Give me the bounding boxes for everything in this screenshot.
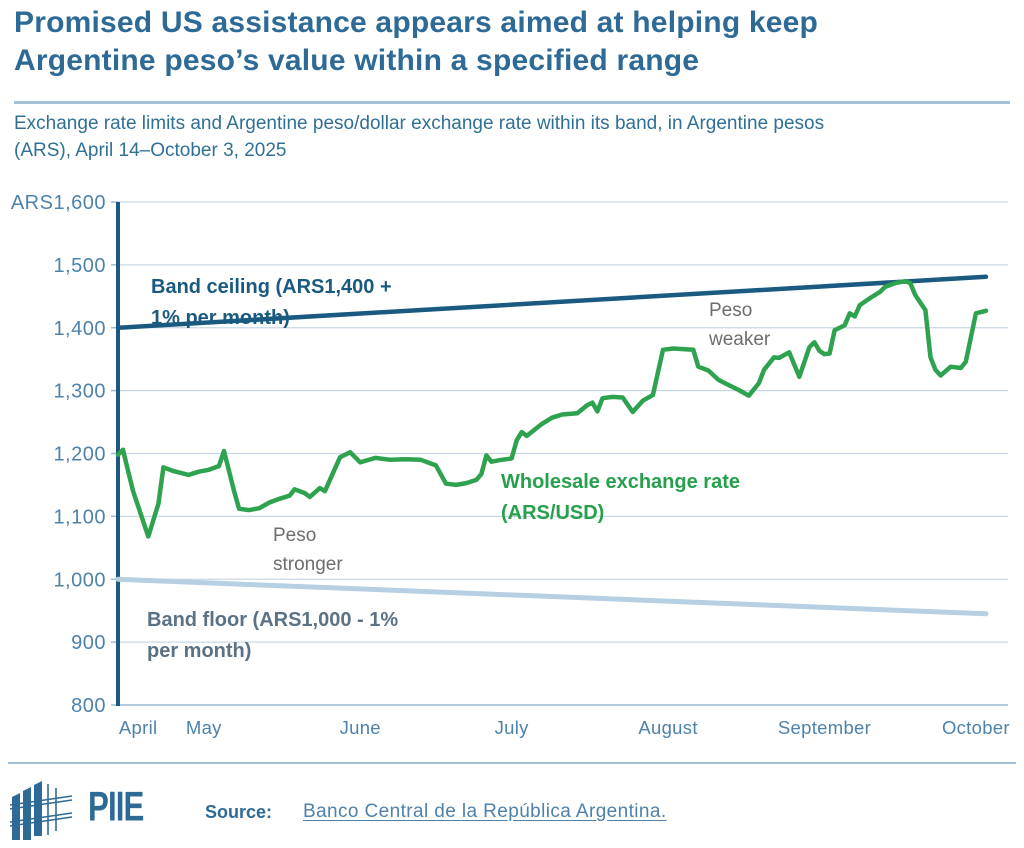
footer: PIIE Source: Banco Central de la Repúbli… <box>0 764 1024 848</box>
x-month-label: May <box>186 717 222 738</box>
title-divider <box>14 101 1010 104</box>
piie-logo-text: PIIE <box>88 784 144 831</box>
y-tick-label: 900 <box>71 632 106 654</box>
y-tick-label: 1,000 <box>53 569 106 591</box>
x-month-label: April <box>119 717 158 738</box>
x-month-label: July <box>495 717 530 738</box>
y-tick-label: 1,200 <box>53 444 106 466</box>
piie-building-icon <box>9 780 76 840</box>
chart-subtitle: Exchange rate limits and Argentine peso/… <box>14 113 825 161</box>
y-tick-label: 1,400 <box>53 318 106 340</box>
series-wholesale-rate <box>115 278 989 539</box>
x-month-label: October <box>942 717 1010 738</box>
x-month-label: September <box>778 717 871 738</box>
y-tick-label: ARS1,600 <box>11 192 106 214</box>
series-band-floor <box>115 576 989 617</box>
source-link[interactable]: Banco Central de la República Argentina. <box>303 801 667 822</box>
footer-divider <box>8 762 1016 764</box>
y-tick-label: 1,100 <box>53 506 106 528</box>
series-band-ceiling <box>115 274 989 331</box>
page-title: Promised US assistance appears aimed at … <box>14 6 819 77</box>
y-tick-label: 1,300 <box>53 381 106 403</box>
x-month-label: August <box>638 717 697 738</box>
y-tick-label: 800 <box>71 695 106 717</box>
x-month-label: June <box>340 717 381 738</box>
y-tick-label: 1,500 <box>53 255 106 277</box>
source-label: Source: <box>205 802 273 822</box>
